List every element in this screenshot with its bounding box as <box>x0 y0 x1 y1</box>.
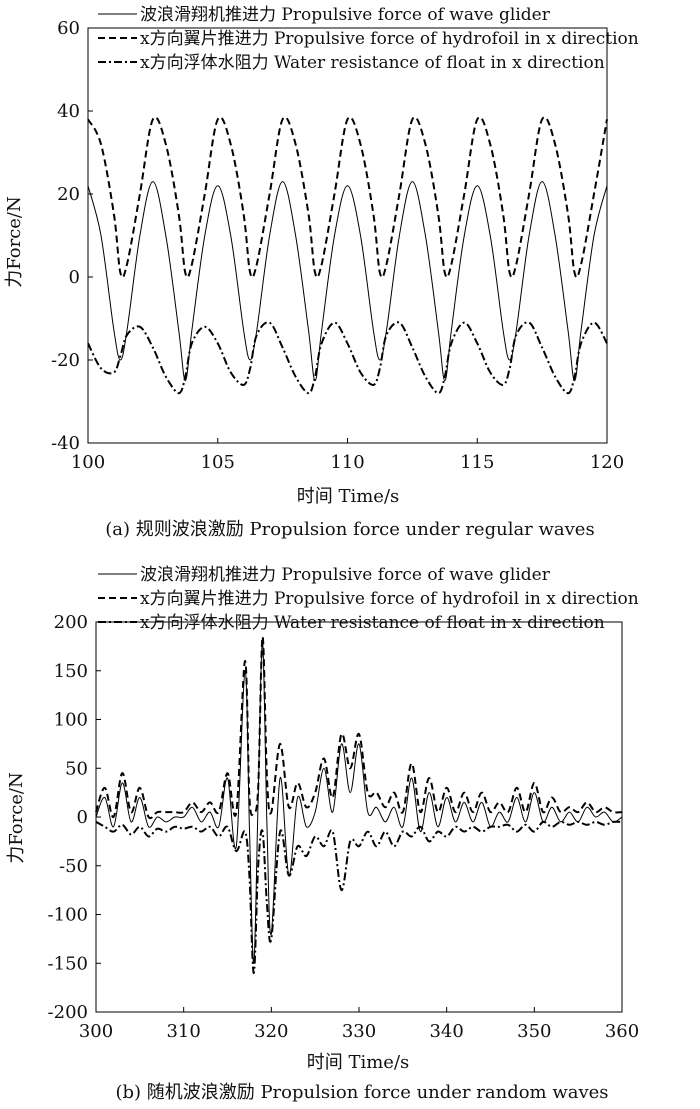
panel-b-caption: (b) 随机波浪激励 Propulsion force under random… <box>115 1082 608 1103</box>
panel-b-y-tick-label: -150 <box>48 953 88 974</box>
panel-a-plot-area: -40 -20 0 20 40 60 100 105 110 115 120 <box>51 18 624 473</box>
panel-b-x-tick-label: 320 <box>254 1021 288 1042</box>
panel-a-y-tick-label: 60 <box>57 18 80 39</box>
panel-a-caption: (a) 规则波浪激励 Propulsion force under regula… <box>105 519 594 540</box>
panel-a-x-tick-label: 100 <box>71 452 105 473</box>
panel-b-x-tick-label: 300 <box>79 1021 113 1042</box>
panel-b-x-axis-label: 时间 Time/s <box>307 1052 410 1073</box>
panel-a-y-tick-label: -40 <box>51 433 80 454</box>
panel-b-series-dashed-line <box>95 635 623 820</box>
panel-a-x-axis-label: 时间 Time/s <box>297 486 400 507</box>
panel-b-plot-area: -200 -150 -100 -50 0 50 100 150 200 300 310 320 330… <box>48 612 640 1042</box>
panel-b-x-tick-label: 340 <box>429 1021 463 1042</box>
panel-b-legend-dashed-label: x方向翼片推进力 Propulsive force of hydrofoil i… <box>140 589 639 609</box>
panel-a-series-dashed-line <box>87 116 608 279</box>
panel-b-x-tick-label: 330 <box>342 1021 376 1042</box>
panel-b-legend: 波浪滑翔机推进力 Propulsive force of wave glider… <box>98 565 639 633</box>
panel-a-y-ticks: -40 -20 0 20 40 60 <box>51 18 93 454</box>
panel-a-y-axis-label: 力Force/N <box>4 196 25 288</box>
panel-a-series-dashdot-line <box>87 321 608 395</box>
panel-b-y-tick-label: 200 <box>54 612 88 633</box>
panel-b-y-tick-label: -100 <box>48 905 88 926</box>
panel-b-series-solid-line <box>95 640 623 964</box>
panel-a-y-tick-label: 0 <box>69 267 80 288</box>
panel-a: -40 -20 0 20 40 60 100 105 110 115 120 波浪滑翔机推进力 P… <box>4 5 639 540</box>
panel-a-legend-dashed-label: x方向翼片推进力 Propulsive force of hydrofoil i… <box>140 29 639 49</box>
panel-a-x-tick-label: 110 <box>330 452 364 473</box>
panel-a-y-tick-label: 40 <box>57 101 80 122</box>
panel-a-x-tick-label: 115 <box>460 452 494 473</box>
panel-b-y-tick-label: 0 <box>77 807 88 828</box>
panel-a-legend-dashdot-label: x方向浮体水阻力 Water resistance of float in x … <box>140 53 605 73</box>
panel-b-legend-dashdot-label: x方向浮体水阻力 Water resistance of float in x … <box>140 613 605 633</box>
panel-b-legend-solid-label: 波浪滑翔机推进力 Propulsive force of wave glider <box>140 565 551 585</box>
panel-b-y-tick-label: -200 <box>48 1002 88 1023</box>
panel-b-x-tick-label: 310 <box>166 1021 200 1042</box>
panel-b-y-axis-label: 力Force/N <box>6 772 27 864</box>
panel-a-y-tick-label: -20 <box>51 350 80 371</box>
panel-a-legend: 波浪滑翔机推进力 Propulsive force of wave glider… <box>98 5 639 73</box>
panel-a-y-tick-label: 20 <box>57 184 80 205</box>
panel-b-y-tick-label: 150 <box>54 661 88 682</box>
panel-a-series-solid-line <box>87 181 608 382</box>
panel-a-legend-solid-label: 波浪滑翔机推进力 Propulsive force of wave glider <box>140 5 551 25</box>
panel-b: -200 -150 -100 -50 0 50 100 150 200 300 310 320 330… <box>6 565 639 1103</box>
panel-a-x-ticks: 100 105 110 115 120 <box>71 438 624 473</box>
panel-b-y-tick-label: 100 <box>54 710 88 731</box>
panel-b-y-tick-label: -50 <box>59 856 88 877</box>
panel-a-series <box>87 116 608 395</box>
panel-b-series-dashdot-line <box>95 820 623 975</box>
panel-b-y-ticks: -200 -150 -100 -50 0 50 100 150 200 <box>48 612 101 1023</box>
panel-b-series <box>95 635 623 975</box>
panel-a-x-tick-label: 105 <box>201 452 235 473</box>
panel-a-x-tick-label: 120 <box>590 452 624 473</box>
panel-b-x-tick-label: 360 <box>605 1021 639 1042</box>
panel-b-x-tick-label: 350 <box>517 1021 551 1042</box>
panel-b-y-tick-label: 50 <box>65 758 88 779</box>
panel-b-x-ticks: 300 310 320 330 340 350 360 <box>79 1007 639 1042</box>
